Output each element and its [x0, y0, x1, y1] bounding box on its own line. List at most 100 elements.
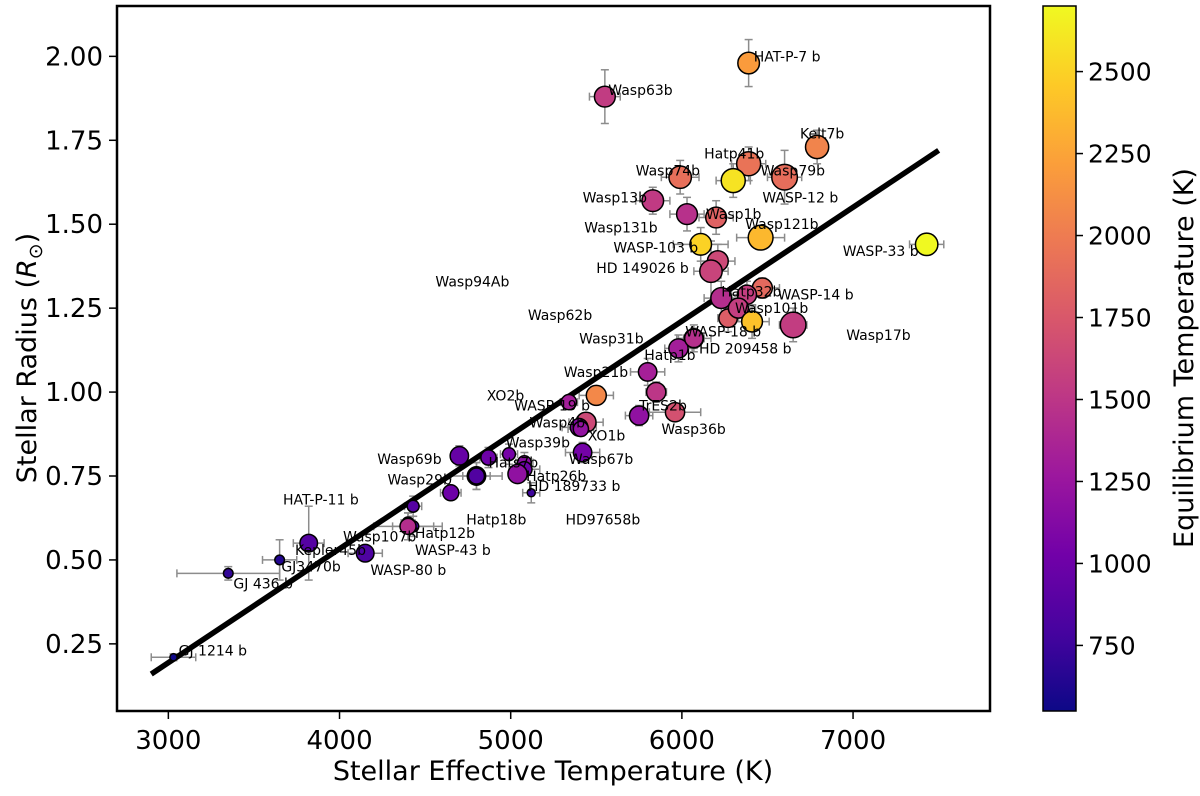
point-label: WASP-43 b — [415, 543, 491, 559]
data-point — [449, 445, 470, 466]
y-tick-label: 1.00 — [45, 378, 103, 408]
point-label: Wasp121b — [745, 217, 818, 233]
point-label: HD 149026 b — [596, 261, 689, 277]
data-point — [704, 206, 728, 229]
point-label: XO2b — [487, 388, 525, 404]
point-label: Wasp94Ab — [435, 274, 509, 290]
data-point — [442, 484, 460, 502]
point-label: Wasp79b — [761, 164, 826, 180]
data-point — [526, 488, 536, 498]
y-tick-label: 0.75 — [45, 462, 103, 492]
colorbar-tick-label: 1250 — [1088, 467, 1152, 496]
point-label: Wasp21b — [564, 365, 629, 381]
point-label: HD 209458 b — [699, 341, 792, 357]
point-label: Wasp67b — [569, 452, 634, 468]
point-label: Wasp131b — [584, 221, 657, 237]
point-label: WASP-19 b — [514, 399, 590, 415]
data-point — [664, 401, 686, 423]
point-label: Wasp1b — [706, 207, 762, 223]
colorbar-tick-label: 750 — [1088, 631, 1136, 660]
point-label: Hatp12b — [415, 526, 475, 542]
point-label: XO1b — [588, 429, 626, 445]
data-point — [169, 652, 178, 662]
data-point — [804, 134, 830, 160]
point-label: HD 189733 b — [528, 479, 621, 495]
x-tick-label: 3000 — [135, 726, 201, 756]
data-point — [645, 381, 667, 403]
point-label: GJ3470b — [281, 560, 341, 576]
point-label: TrES2b — [638, 399, 687, 415]
data-point — [480, 449, 497, 466]
data-point — [467, 467, 486, 485]
data-point — [637, 361, 658, 382]
y-tick-label: 0.25 — [45, 630, 103, 660]
data-point — [585, 384, 608, 407]
data-point — [699, 259, 723, 284]
data-point — [299, 533, 319, 553]
point-label: Wasp29b — [387, 472, 452, 488]
data-point — [737, 51, 761, 75]
data-point — [710, 286, 733, 310]
data-point — [560, 393, 578, 411]
point-label: Kelt7b — [800, 127, 844, 143]
point-label: HD97658b — [565, 513, 640, 529]
x-axis-title: Stellar Effective Temperature (K) — [333, 756, 773, 787]
y-tick-label: 2.00 — [45, 42, 103, 72]
point-label: GJ 1214 b — [179, 644, 248, 660]
point-label: Wasp13b — [583, 190, 648, 206]
point-label: WASP-14 b — [778, 288, 854, 304]
point-label: Wasp101b — [735, 301, 808, 317]
point-label: WASP-103 b — [613, 241, 698, 257]
point-label: WASP-33 b — [843, 244, 919, 260]
data-point — [727, 297, 750, 319]
colorbar-gradient — [1042, 5, 1077, 712]
colorbar-tick-label: 1750 — [1088, 304, 1152, 333]
point-label: Wasp4b — [530, 415, 586, 431]
point-label: Wasp39b — [506, 435, 571, 451]
point-label: Wasp74b — [636, 164, 701, 180]
point-label: Wasp17b — [846, 328, 911, 344]
point-label: Hatp18b — [466, 513, 526, 529]
data-point — [735, 151, 762, 177]
point-label: Wasp107b — [343, 529, 416, 545]
data-point — [399, 517, 417, 536]
point-label: Wasp36b — [661, 422, 726, 438]
y-tick-label: 1.50 — [45, 210, 103, 240]
x-tick-label: 5000 — [478, 726, 544, 756]
data-point — [572, 420, 590, 438]
colorbar-tick-label: 1500 — [1088, 385, 1152, 414]
point-label: Wasp62b — [528, 308, 593, 324]
point-label: Wasp31b — [579, 331, 644, 347]
point-label: Hats7b — [488, 456, 538, 472]
data-point — [668, 338, 689, 359]
point-label: Hatp41b — [704, 147, 764, 163]
data-point — [683, 328, 704, 349]
data-point — [507, 463, 528, 485]
colorbar-tick-label: 2250 — [1088, 140, 1152, 169]
colorbar-title: Equilibrium Temperature (K) — [1169, 168, 1200, 548]
fit-line — [149, 148, 941, 677]
point-label: HAT-P-7 b — [754, 49, 821, 65]
point-label: Wasp69b — [377, 452, 442, 468]
point-label: WASP-80 b — [370, 563, 446, 579]
point-label: WASP-12 b — [762, 190, 838, 206]
point-label: HAT-P-11 b — [283, 493, 359, 509]
y-axis-title: Stellar Radius (R⊙) — [12, 233, 47, 483]
data-point — [593, 85, 617, 108]
data-point — [641, 189, 665, 213]
y-tick-label: 0.50 — [45, 546, 103, 576]
data-point — [572, 442, 593, 463]
colorbar-tick-label: 2000 — [1088, 222, 1152, 251]
data-point — [914, 232, 939, 257]
x-tick-label: 7000 — [820, 726, 886, 756]
colorbar-tick-label: 1000 — [1088, 549, 1152, 578]
y-tick-label: 1.75 — [45, 126, 103, 156]
data-point — [274, 554, 286, 566]
colorbar-tick-label: 2500 — [1088, 58, 1152, 87]
axes: 3000 4000 5000 6000 7000 0.25 0.50 0.75 1.00 1.25… — [45, 42, 886, 756]
data-point — [689, 232, 713, 256]
x-tick-label: 6000 — [649, 726, 715, 756]
